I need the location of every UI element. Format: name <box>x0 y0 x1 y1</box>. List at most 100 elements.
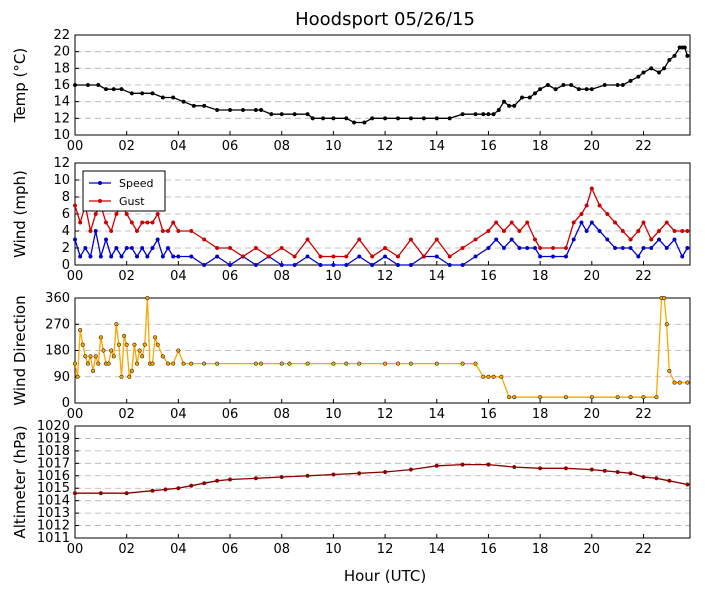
data-point <box>160 254 165 259</box>
data-point <box>538 466 543 471</box>
x-tick-label: 22 <box>635 542 652 557</box>
data-point <box>654 395 659 400</box>
data-point <box>215 361 220 366</box>
data-point <box>253 476 258 481</box>
data-point <box>140 220 145 225</box>
data-point <box>491 112 496 117</box>
x-tick-label: 20 <box>584 542 601 557</box>
data-point <box>395 262 401 268</box>
legend-label: Speed <box>119 177 153 190</box>
data-point <box>628 395 633 400</box>
data-point <box>667 368 672 373</box>
x-tick-label: 20 <box>584 269 601 284</box>
data-point <box>672 380 677 385</box>
legend: Speed Gust <box>82 170 166 212</box>
y-tick-label: 90 <box>53 370 70 385</box>
data-point <box>189 254 194 259</box>
data-point <box>129 91 134 96</box>
x-tick-label: 14 <box>428 407 445 422</box>
data-point <box>176 486 181 491</box>
data-point <box>628 471 633 476</box>
data-point <box>253 245 258 251</box>
data-point <box>202 481 207 486</box>
data-point <box>589 87 594 92</box>
x-tick-label: 06 <box>222 139 239 154</box>
data-point <box>101 348 106 353</box>
data-point <box>649 66 654 71</box>
data-point <box>481 374 486 379</box>
data-point <box>561 82 566 88</box>
data-point <box>685 380 690 385</box>
x-tick-label: 18 <box>532 139 549 154</box>
data-point <box>664 245 669 251</box>
data-point <box>279 474 284 480</box>
x-tick-label: 12 <box>377 269 394 284</box>
data-point <box>150 488 155 493</box>
data-point <box>486 462 491 467</box>
x-tick-label: 02 <box>118 407 135 422</box>
data-point <box>667 478 672 483</box>
x-tick-label: 18 <box>532 407 549 422</box>
x-tick-label: 00 <box>67 139 84 154</box>
data-point <box>677 380 682 385</box>
data-point <box>137 348 142 353</box>
data-point <box>202 103 207 108</box>
data-point <box>649 245 654 251</box>
data-point <box>602 82 607 88</box>
data-point <box>517 245 522 251</box>
x-tick-label: 08 <box>273 542 290 557</box>
x-tick-label: 22 <box>635 407 652 422</box>
x-axis-label: Hour (UTC) <box>344 567 426 585</box>
data-point <box>103 220 109 225</box>
data-point <box>124 342 129 347</box>
data-point <box>181 361 186 366</box>
plot-frame <box>74 297 691 404</box>
data-point <box>501 228 506 234</box>
data-point <box>538 245 543 251</box>
data-point <box>114 322 119 327</box>
x-tick-label: 06 <box>222 542 239 557</box>
data-point <box>93 354 98 359</box>
y-tick-label: 270 <box>45 317 70 332</box>
data-point <box>597 228 602 234</box>
data-point <box>370 254 375 259</box>
y-tick-label: 1019 <box>37 431 70 446</box>
y-tick-label: 1020 <box>37 419 70 434</box>
y-tick-label: 22 <box>53 28 70 43</box>
data-point <box>550 254 556 259</box>
x-tick-label: 12 <box>377 407 394 422</box>
data-point <box>421 116 426 121</box>
data-point <box>370 116 375 121</box>
x-tick-label: 10 <box>325 139 342 154</box>
x-tick-label: 10 <box>325 269 342 284</box>
data-point <box>279 262 284 268</box>
data-point <box>613 245 618 251</box>
x-tick-label: 20 <box>584 407 601 422</box>
data-point <box>501 245 506 251</box>
data-point <box>189 361 194 366</box>
data-point <box>215 254 220 259</box>
y-tick-label: 0 <box>62 258 70 273</box>
data-point <box>305 254 310 259</box>
data-point <box>584 203 589 208</box>
x-tick-label: 08 <box>273 139 290 154</box>
data-point <box>501 99 506 104</box>
data-point <box>641 474 646 480</box>
data-point <box>408 262 413 268</box>
y-tick-label: 20 <box>53 45 70 60</box>
data-point <box>259 361 264 366</box>
data-point <box>569 82 574 88</box>
data-point <box>119 254 124 259</box>
data-point <box>253 361 258 366</box>
data-point <box>589 186 594 191</box>
data-point <box>507 395 512 400</box>
y-tick-label: 12 <box>53 156 70 171</box>
data-point <box>525 220 530 225</box>
data-point <box>383 469 388 475</box>
data-point <box>589 395 594 400</box>
data-point <box>93 228 98 234</box>
data-point <box>605 237 610 242</box>
